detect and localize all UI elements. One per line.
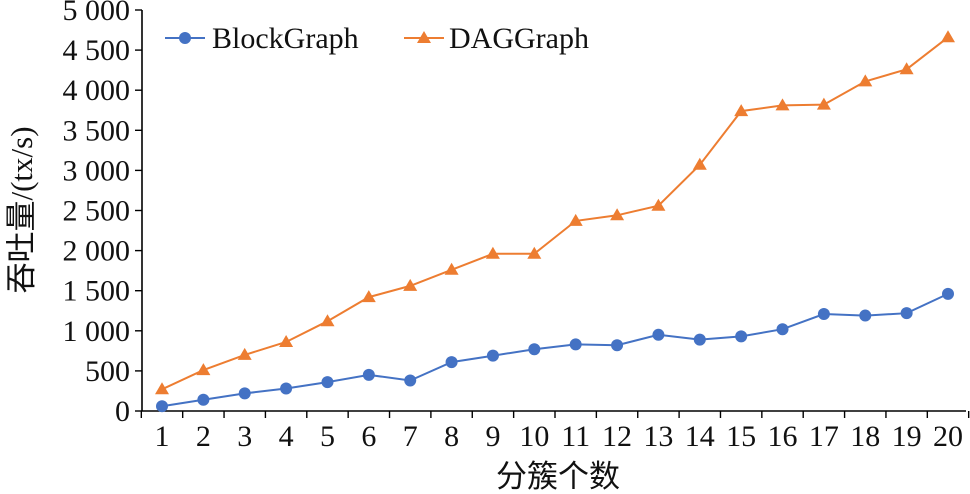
data-point-blockgraph [900, 307, 913, 320]
y-tick-label: 0 [115, 395, 130, 428]
data-point-blockgraph [362, 368, 375, 381]
axes [141, 10, 966, 412]
x-tick-label: 16 [768, 420, 798, 453]
data-point-blockgraph [238, 387, 251, 400]
x-tick-label: 14 [685, 420, 715, 453]
data-point-daggraph [279, 335, 294, 347]
data-point-blockgraph [569, 338, 582, 351]
x-tick-label: 8 [444, 420, 459, 453]
data-point-blockgraph [486, 349, 499, 362]
x-axis-label: 分簇个数 [496, 459, 620, 494]
legend-item-blockgraph: BlockGraph [165, 22, 359, 55]
x-tick-label: 20 [933, 420, 963, 453]
data-point-daggraph [568, 213, 583, 226]
x-tick-label: 12 [602, 420, 632, 453]
x-tick-label: 2 [196, 420, 211, 453]
y-tick-label: 500 [85, 355, 130, 388]
y-tick-label: 4 000 [63, 74, 131, 107]
x-tick-label: 5 [320, 420, 335, 453]
data-point-daggraph [237, 347, 252, 360]
x-tick-label: 6 [361, 420, 376, 453]
data-point-blockgraph [817, 307, 830, 320]
x-tick-label: 3 [237, 420, 252, 453]
y-tick-label: 2 500 [63, 195, 131, 228]
data-point-daggraph [941, 30, 955, 43]
data-point-daggraph [734, 104, 749, 117]
y-tick-label: 1 000 [63, 315, 131, 348]
x-tick-label: 17 [809, 420, 839, 453]
legend-item-daggraph: DAGGraph [404, 22, 589, 55]
data-point-blockgraph [321, 376, 334, 389]
data-point-daggraph [361, 290, 376, 303]
y-tick-label: 1 500 [63, 275, 131, 308]
data-point-blockgraph [859, 309, 872, 322]
data-point-daggraph [816, 97, 831, 110]
data-point-daggraph [899, 62, 914, 75]
data-point-daggraph [775, 98, 790, 111]
legend-blockgraph-label: BlockGraph [212, 22, 359, 55]
x-tick-label: 11 [561, 420, 590, 453]
legend-daggraph-label: DAGGraph [449, 22, 589, 55]
data-point-daggraph [444, 262, 459, 275]
data-point-blockgraph [404, 374, 417, 387]
data-point-daggraph [527, 246, 542, 259]
data-point-blockgraph [528, 343, 541, 356]
data-point-blockgraph [611, 339, 624, 352]
series-line-daggraph [161, 36, 949, 391]
data-point-blockgraph [776, 323, 789, 336]
data-point-blockgraph [652, 328, 665, 341]
x-tick-label: 18 [850, 420, 880, 453]
data-point-daggraph [485, 246, 500, 259]
data-point-daggraph [403, 278, 418, 291]
data-point-daggraph [196, 363, 211, 376]
data-point-blockgraph [445, 356, 458, 369]
x-ticks: 1 2 3 4 5 6 7 8 9 10 11 12 13 14 15 16 17 18 19 20 [140, 411, 970, 453]
data-point-daggraph [692, 157, 707, 170]
x-tick-label: 4 [279, 420, 294, 453]
data-point-daggraph [651, 198, 666, 211]
y-tick-label: 3 000 [63, 154, 131, 187]
x-tick-label: 1 [155, 420, 170, 453]
series-layer [155, 30, 955, 413]
x-tick-label: 9 [485, 420, 500, 453]
data-point-blockgraph [735, 330, 748, 343]
data-point-blockgraph [156, 400, 168, 413]
data-point-daggraph [610, 208, 625, 221]
y-tick-label: 5 000 [63, 0, 131, 27]
x-tick-label: 15 [726, 420, 756, 453]
x-tick-label: 7 [403, 420, 418, 453]
x-tick-label: 10 [519, 420, 549, 453]
series-line-blockgraph [161, 292, 949, 408]
y-axis-label: 吞吐量/(tx/s) [4, 126, 39, 293]
data-point-daggraph [320, 314, 335, 327]
data-point-blockgraph [280, 382, 293, 395]
x-tick-label: 19 [892, 420, 922, 453]
data-point-daggraph [858, 74, 873, 87]
x-tick-label: 13 [643, 420, 673, 453]
data-point-blockgraph [693, 333, 706, 346]
y-tick-label: 2 000 [63, 235, 131, 268]
y-tick-label: 4 500 [63, 34, 131, 67]
data-point-blockgraph [942, 287, 954, 300]
legend-blockgraph-marker [179, 32, 191, 44]
y-tick-label: 3 500 [63, 114, 131, 147]
legend-daggraph-marker [417, 31, 431, 43]
data-point-blockgraph [197, 393, 210, 406]
data-point-daggraph [155, 382, 169, 395]
legend: BlockGraph DAGGraph [165, 22, 589, 55]
y-ticks: 0 500 1 000 1 500 2 000 2 500 3 000 3 500 4 000 4… [63, 0, 142, 428]
